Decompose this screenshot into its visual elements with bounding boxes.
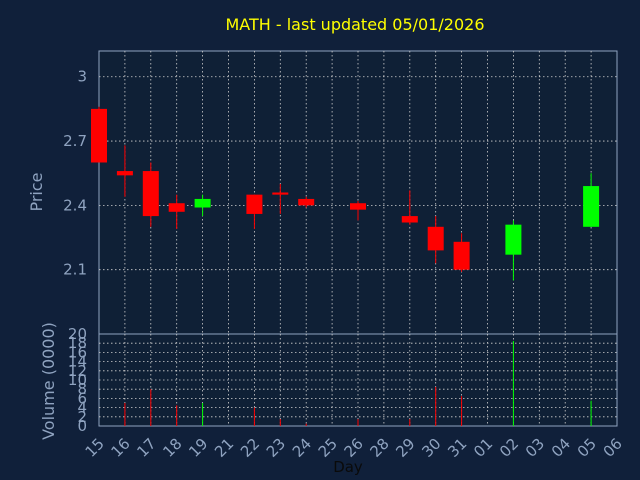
candle-body: [194, 198, 211, 208]
volume-tick-label: 18: [68, 334, 87, 352]
volume-tick-label: 14: [68, 353, 87, 371]
candle-body: [453, 241, 470, 270]
candle-body: [272, 192, 289, 195]
price-tick-label: 3: [77, 68, 87, 86]
volume-tick-label: 0: [77, 417, 87, 435]
volume-tick-label: 20: [68, 325, 87, 343]
candle-body: [505, 224, 522, 255]
volume-tick-label: 12: [68, 362, 87, 380]
candle-body: [142, 171, 159, 217]
price-axis-label: Price: [27, 172, 46, 211]
chart-title: MATH - last updated 05/01/2026: [225, 15, 484, 34]
candle-body: [298, 198, 315, 206]
volume-axis-label: Volume (0000): [39, 322, 58, 440]
candle-body: [427, 226, 444, 251]
candle-body: [168, 203, 185, 212]
volume-tick-label: 8: [77, 380, 87, 398]
volume-tick-label: 6: [77, 389, 87, 407]
price-panel: 3 2.7 2.4 2.1: [63, 50, 618, 335]
candle-body: [116, 171, 133, 176]
price-tick-label: 2.1: [63, 261, 87, 279]
candle-body: [91, 108, 107, 163]
volume-tick-label: 10: [68, 371, 87, 389]
volume-tick-label: 4: [77, 399, 87, 417]
price-tick-label: 2.7: [63, 132, 87, 150]
volume-tick-label: 16: [68, 343, 87, 361]
candle-body: [350, 203, 366, 210]
x-axis-label: Day: [333, 458, 363, 476]
candle-body: [401, 216, 418, 223]
candle-body: [246, 194, 263, 214]
volume-tick-label: 2: [77, 408, 87, 426]
candle-body: [583, 186, 600, 227]
price-tick-label: 2.4: [63, 196, 87, 214]
